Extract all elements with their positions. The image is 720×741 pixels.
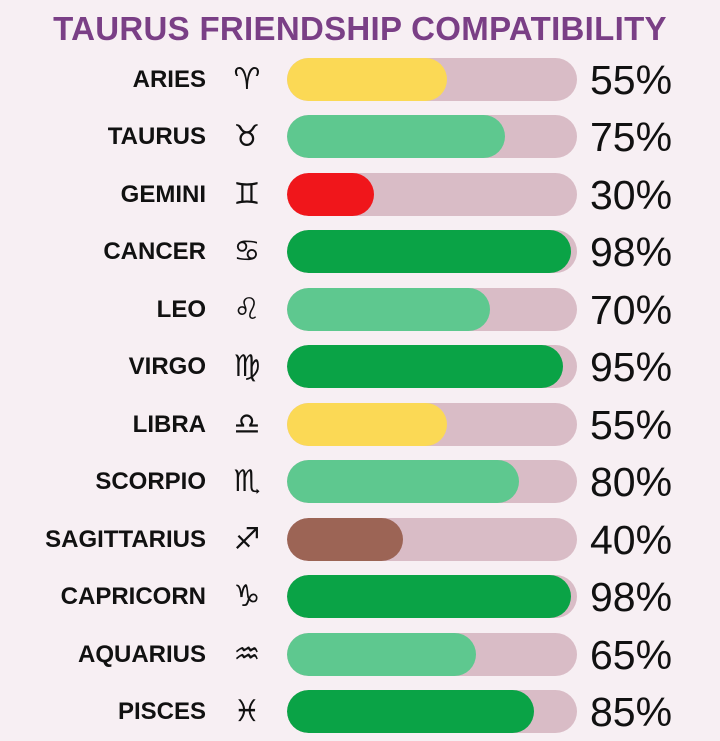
bar-row-virgo: VIRGO ♍ 95% — [0, 344, 720, 390]
value-label: 80% — [590, 459, 673, 506]
zodiac-sagittarius-icon: ♐ — [233, 521, 261, 557]
category-label: SAGITTARIUS — [45, 525, 206, 553]
bar-row-scorpio: SCORPIO ♏ 80% — [0, 459, 720, 505]
bar-track — [287, 287, 577, 331]
value-label: 30% — [590, 171, 673, 218]
category-label: LEO — [156, 295, 206, 323]
bar-row-cancer: CANCER ♋ 98% — [0, 229, 720, 275]
zodiac-scorpio-icon: ♏ — [233, 464, 261, 500]
bar-row-leo: LEO ♌ 70% — [0, 287, 720, 333]
bar-fill — [287, 115, 505, 159]
bar-row-libra: LIBRA ♎ 55% — [0, 402, 720, 448]
value-label: 75% — [590, 114, 673, 161]
bar-track — [287, 517, 577, 561]
bar-track — [287, 345, 577, 389]
zodiac-virgo-icon: ♍ — [233, 349, 261, 385]
bar-track — [287, 230, 577, 274]
bar-fill — [287, 575, 572, 619]
bar-track — [287, 402, 577, 446]
value-label: 65% — [590, 631, 673, 678]
zodiac-pisces-icon: ♓ — [233, 693, 261, 729]
category-label: CANCER — [103, 238, 206, 266]
bar-fill — [287, 345, 563, 389]
bar-row-taurus: TAURUS ♉ 75% — [0, 114, 720, 160]
chart-title: TAURUS FRIENDSHIP COMPATIBILITY — [53, 10, 667, 47]
category-label: VIRGO — [128, 353, 206, 381]
bar-fill — [287, 689, 534, 733]
bar-fill — [287, 230, 572, 274]
bar-track — [287, 460, 577, 504]
zodiac-aquarius-icon: ♒ — [233, 636, 261, 672]
category-label: LIBRA — [132, 410, 206, 438]
category-label: AQUARIUS — [77, 640, 206, 668]
bar-fill — [287, 460, 519, 504]
bar-track — [287, 689, 577, 733]
zodiac-taurus-icon: ♉ — [233, 119, 261, 155]
bar-fill — [287, 287, 490, 331]
bar-track — [287, 575, 577, 619]
bar-fill — [287, 402, 447, 446]
value-label: 70% — [590, 286, 673, 333]
bar-track — [287, 172, 577, 216]
bar-fill — [287, 632, 476, 676]
bar-fill — [287, 172, 374, 216]
category-label: PISCES — [117, 697, 206, 725]
category-label: SCORPIO — [95, 468, 206, 496]
bar-row-pisces: PISCES ♓ 85% — [0, 689, 720, 735]
value-label: 98% — [590, 229, 673, 276]
bar-row-gemini: GEMINI ♊ 30% — [0, 172, 720, 218]
category-label: TAURUS — [107, 123, 206, 151]
bar-track — [287, 58, 577, 101]
zodiac-aries-icon: ♈ — [233, 62, 261, 97]
bar-fill — [287, 58, 447, 101]
category-label: CAPRICORN — [60, 583, 206, 611]
zodiac-gemini-icon: ♊ — [233, 176, 261, 212]
bar-track — [287, 632, 577, 676]
value-label: 85% — [590, 688, 673, 735]
bar-track — [287, 115, 577, 159]
value-label: 55% — [590, 401, 673, 448]
category-label: GEMINI — [120, 180, 206, 208]
bar-row-sagittarius: SAGITTARIUS ♐ 40% — [0, 517, 720, 563]
zodiac-libra-icon: ♎ — [233, 406, 261, 442]
value-label: 98% — [590, 574, 673, 621]
category-label: ARIES — [132, 66, 206, 93]
value-label: 40% — [590, 516, 673, 563]
value-label: 55% — [590, 57, 673, 103]
bar-fill — [287, 517, 403, 561]
zodiac-capricorn-icon: ♑ — [233, 579, 261, 615]
bar-row-aquarius: AQUARIUS ♒ 65% — [0, 632, 720, 678]
value-label: 95% — [590, 344, 673, 391]
zodiac-leo-icon: ♌ — [233, 291, 261, 327]
bar-row-aries: ARIES ♈ 55% — [0, 57, 720, 103]
zodiac-cancer-icon: ♋ — [233, 234, 261, 270]
bar-row-capricorn: CAPRICORN ♑ 98% — [0, 574, 720, 620]
